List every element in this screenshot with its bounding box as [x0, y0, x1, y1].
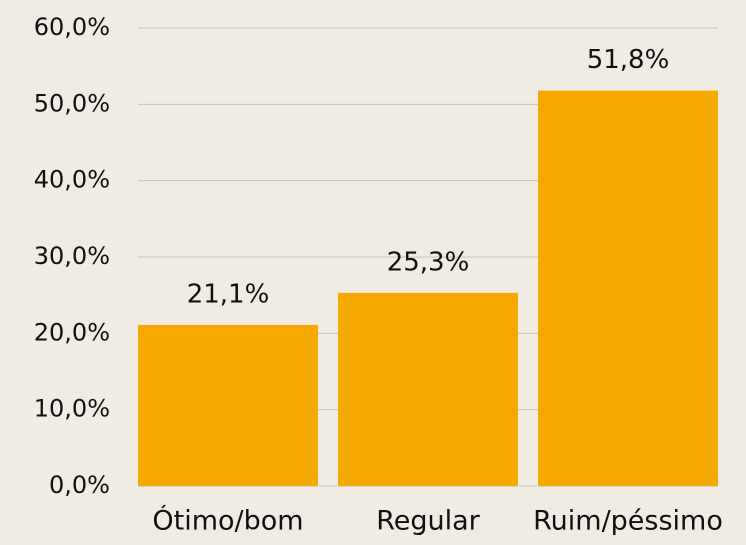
y-tick-label: 0,0% — [49, 471, 110, 499]
value-label: 21,1% — [187, 279, 270, 309]
bar — [538, 90, 718, 487]
value-label: 25,3% — [387, 247, 470, 277]
y-tick-label: 60,0% — [34, 13, 110, 41]
x-tick-label: Ótimo/bom — [152, 505, 303, 537]
bar — [338, 292, 518, 486]
y-tick-label: 10,0% — [34, 395, 110, 423]
y-tick-label: 20,0% — [34, 318, 110, 346]
x-tick-label: Ruim/péssimo — [533, 506, 723, 537]
value-label: 51,8% — [587, 45, 670, 75]
y-tick-label: 30,0% — [34, 242, 110, 270]
bar — [138, 324, 318, 486]
y-tick-label: 40,0% — [34, 166, 110, 194]
y-tick-label: 50,0% — [34, 89, 110, 117]
x-tick-label: Regular — [376, 506, 480, 537]
